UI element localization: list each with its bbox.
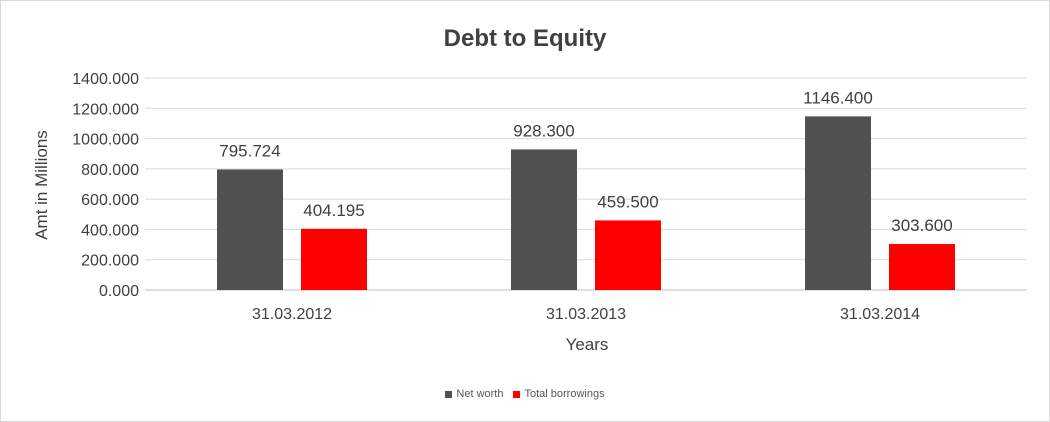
data-label: 459.500 (597, 192, 658, 211)
grid-lines (145, 77, 1027, 291)
y-axis-label: Amt in Millions (32, 130, 51, 240)
legend-label-total-borrowings: Total borrowings (524, 388, 605, 400)
x-tick-label: 31.03.2012 (252, 306, 332, 323)
legend-label-net-worth: Net worth (456, 388, 504, 400)
data-label: 404.195 (303, 201, 364, 220)
y-tick-label: 1200.000 (72, 101, 139, 118)
bar-total-borrowings (595, 220, 661, 290)
chart-title: Debt to Equity (444, 25, 607, 52)
x-axis-ticks: 31.03.2012 31.03.2013 31.03.2014 (252, 306, 920, 323)
bar-net-worth (805, 116, 871, 290)
y-tick-label: 600.000 (81, 192, 139, 209)
y-tick-label: 1400.000 (72, 71, 139, 88)
y-tick-label: 400.000 (81, 222, 139, 239)
y-tick-label: 0.000 (99, 283, 139, 300)
bar-total-borrowings (889, 244, 955, 290)
data-label: 303.600 (891, 216, 952, 235)
x-tick-label: 31.03.2013 (546, 306, 626, 323)
y-axis-ticks: 0.000 200.000 400.000 600.000 800.000 1000.00… (72, 71, 139, 300)
bars (217, 116, 955, 290)
y-tick-label: 1000.000 (72, 132, 139, 149)
legend: Net worth Total borrowings (0, 386, 1050, 402)
bar-net-worth (511, 149, 577, 290)
bar-total-borrowings (301, 228, 367, 290)
legend-swatch-total-borrowings (513, 390, 521, 398)
data-label: 795.724 (219, 142, 280, 161)
x-tick-label: 31.03.2014 (840, 306, 920, 323)
data-label: 928.300 (513, 121, 574, 140)
bar-net-worth (217, 169, 283, 290)
y-tick-label: 200.000 (81, 253, 139, 270)
y-tick-label: 800.000 (81, 162, 139, 179)
legend-item-total-borrowings: Total borrowings (513, 388, 605, 400)
x-axis-label: Years (566, 335, 609, 354)
legend-swatch-net-worth (445, 390, 453, 398)
data-label: 1146.400 (803, 88, 873, 107)
legend-item-net-worth: Net worth (445, 388, 503, 400)
data-labels: 795.724 404.195 928.300 459.500 1146.400 303.… (219, 88, 952, 235)
